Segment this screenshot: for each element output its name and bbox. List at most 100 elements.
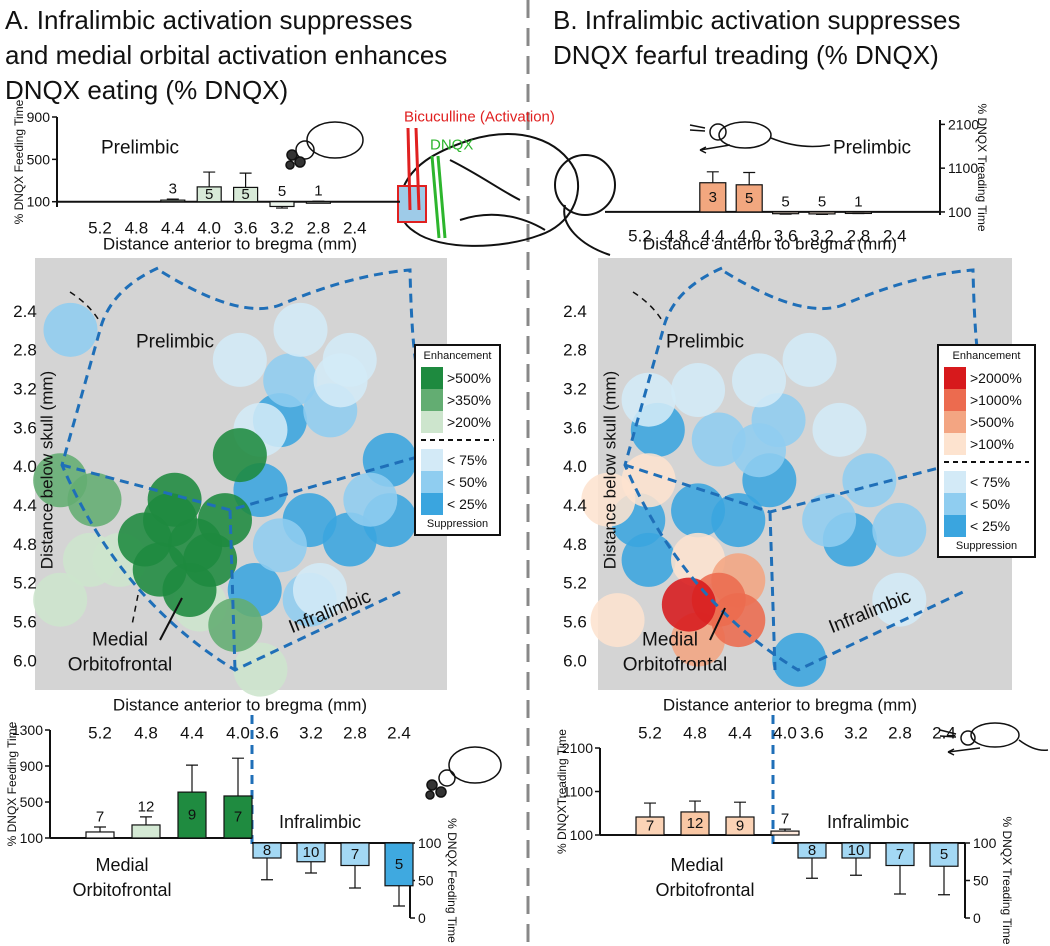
count-label: 10 bbox=[848, 842, 865, 859]
error-bar bbox=[94, 826, 106, 832]
region-outlines bbox=[623, 266, 1001, 672]
plume bbox=[263, 353, 318, 408]
annotation: DNQX bbox=[430, 137, 473, 154]
y-axis-label: % DNQXTreading Time bbox=[555, 729, 569, 854]
plume-layer bbox=[33, 302, 927, 697]
legend-title: Enhancement bbox=[953, 350, 1021, 362]
x-tick-label: 4.8 bbox=[665, 227, 689, 246]
legend-label: >100% bbox=[970, 436, 1014, 452]
x-axis-label: Distance anterior to bregma (mm) bbox=[113, 696, 367, 715]
x-tick-label: 2.8 bbox=[847, 227, 871, 246]
count-label: 10 bbox=[303, 844, 320, 861]
y-tick-label: 4.8 bbox=[13, 535, 37, 554]
y-tick-label: 100 bbox=[20, 830, 44, 846]
error-bar bbox=[276, 206, 288, 209]
error-bar bbox=[166, 198, 179, 201]
y-tick-label: 4.0 bbox=[563, 457, 587, 476]
legend-label: >500% bbox=[970, 414, 1014, 430]
count-label: 5 bbox=[818, 193, 826, 210]
y-tick-label: 4.4 bbox=[13, 496, 37, 515]
x-tick-label: 2.8 bbox=[343, 724, 367, 743]
error-bar bbox=[312, 200, 325, 202]
bar bbox=[85, 831, 115, 839]
region-label: Medial bbox=[642, 630, 698, 651]
y-tick-label: 3.6 bbox=[563, 418, 587, 437]
count-label: 5 bbox=[940, 846, 948, 863]
x-tick-label: 4.0 bbox=[737, 227, 761, 246]
panel-title: DNQX eating (% DNQX) bbox=[5, 75, 288, 105]
plume bbox=[322, 332, 377, 387]
plume bbox=[671, 363, 726, 418]
count-label: 7 bbox=[781, 811, 789, 828]
bar bbox=[269, 201, 295, 208]
legend-swatch bbox=[944, 367, 966, 389]
y-axis-label: % DNQX Feeding Time bbox=[5, 721, 19, 846]
x-tick-label: 3.2 bbox=[844, 724, 868, 743]
y-tick-label: 6.0 bbox=[13, 651, 37, 670]
plume bbox=[273, 302, 328, 357]
y-tick-label: 3.2 bbox=[563, 380, 587, 399]
plume bbox=[590, 593, 645, 648]
region-label: Orbitofrontal bbox=[68, 655, 173, 676]
legend-swatch bbox=[944, 433, 966, 455]
legend-swatch bbox=[944, 471, 966, 493]
count-label: 7 bbox=[646, 817, 654, 834]
plume bbox=[772, 632, 827, 687]
error-bar bbox=[743, 171, 756, 185]
region-label: Prelimbic bbox=[101, 138, 179, 159]
bar bbox=[699, 182, 727, 213]
plume bbox=[322, 512, 377, 567]
y-tick-label: 50 bbox=[973, 873, 989, 889]
brain-sketch bbox=[397, 127, 616, 256]
x-tick-label: 4.4 bbox=[728, 724, 752, 743]
legend-label: >200% bbox=[447, 414, 491, 430]
x-tick-label: 2.8 bbox=[888, 724, 912, 743]
plume bbox=[661, 577, 716, 632]
legend-label: < 75% bbox=[447, 452, 487, 468]
panel-title: B. Infralimbic activation suppresses bbox=[553, 5, 961, 35]
error-bar bbox=[232, 757, 244, 796]
plume bbox=[147, 472, 202, 527]
x-tick-label: 4.4 bbox=[180, 724, 204, 743]
x-axis-label: Distance anterior to bregma (mm) bbox=[643, 235, 897, 254]
error-bar bbox=[261, 858, 273, 881]
legend-swatch bbox=[944, 411, 966, 433]
x-tick-label: 5.2 bbox=[88, 219, 112, 238]
count-label: 1 bbox=[854, 193, 862, 210]
legend-swatch bbox=[944, 493, 966, 515]
region-label: Prelimbic bbox=[833, 138, 911, 159]
plume bbox=[581, 472, 636, 527]
legend-footer: Suppression bbox=[427, 518, 488, 530]
x-tick-label: 3.2 bbox=[299, 724, 323, 743]
x-tick-label: 4.0 bbox=[197, 219, 221, 238]
y-tick-label: 2.4 bbox=[13, 302, 37, 321]
plume bbox=[33, 453, 88, 508]
legend-label: < 25% bbox=[447, 496, 487, 512]
y-tick-label: 5.6 bbox=[563, 613, 587, 632]
x-axis-label: Distance anterior to bregma (mm) bbox=[103, 235, 357, 254]
region-outlines bbox=[60, 266, 436, 672]
x-tick-label: 4.4 bbox=[161, 219, 185, 238]
error-bar bbox=[239, 172, 252, 188]
error-bar bbox=[140, 816, 152, 825]
x-tick-label: 3.6 bbox=[234, 219, 258, 238]
plume bbox=[872, 502, 927, 557]
legend-label: < 25% bbox=[970, 518, 1010, 534]
x-tick-label: 3.6 bbox=[800, 724, 824, 743]
count-label: 3 bbox=[169, 181, 177, 198]
bar bbox=[771, 211, 800, 215]
x-tick-label: 3.2 bbox=[810, 227, 834, 246]
count-label: 9 bbox=[736, 817, 744, 834]
count-label: 9 bbox=[188, 807, 196, 824]
y-tick-label: 1100 bbox=[948, 160, 978, 176]
error-bar bbox=[734, 801, 746, 817]
legend-swatch bbox=[421, 389, 443, 411]
error-bar bbox=[349, 865, 361, 889]
y-tick-label: 100 bbox=[418, 835, 442, 851]
y-tick-label: 50 bbox=[418, 873, 434, 889]
pointer-line bbox=[709, 607, 726, 641]
count-label: 5 bbox=[278, 183, 286, 200]
count-label: 5 bbox=[745, 190, 753, 207]
plume bbox=[842, 453, 897, 508]
